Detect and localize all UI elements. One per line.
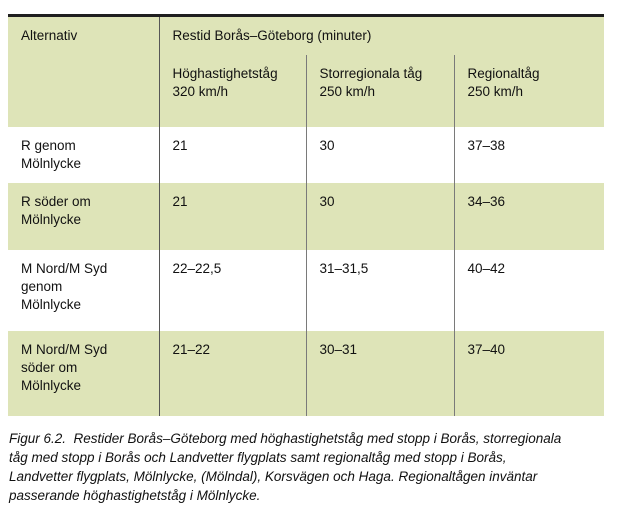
cell-value: 21 [159, 127, 307, 183]
row-label: M Nord/M Syd söder om Mölnlycke [8, 331, 160, 416]
column-header-storregionala-tag: Storregionala tåg 250 km/h [306, 55, 455, 127]
table-row: R genom Mölnlycke 21 30 37–38 [8, 127, 604, 183]
cell-value: 34–36 [454, 183, 604, 250]
row-label: R söder om Mölnlycke [8, 183, 160, 250]
table-row: R söder om Mölnlycke 21 30 34–36 [8, 183, 604, 250]
column-header-alternativ: Alternativ [8, 15, 160, 127]
cell-value: 37–40 [454, 331, 604, 416]
cell-value: 31–31,5 [306, 250, 455, 331]
cell-value: 30 [306, 183, 455, 250]
table-header-row: Alternativ Restid Borås–Göteborg (minute… [8, 15, 604, 127]
table-subheader-row: Höghastighetståg 320 km/h Storregionala … [8, 55, 604, 127]
cell-value: 30–31 [306, 331, 455, 416]
row-label: R genom Mölnlycke [8, 127, 160, 183]
travel-time-table: Alternativ Restid Borås–Göteborg (minute… [8, 14, 604, 416]
cell-value: 21 [159, 183, 307, 250]
row-label: M Nord/M Syd genom Mölnlycke [8, 250, 160, 331]
figure-caption: Figur 6.2. Restider Borås–Göteborg med h… [9, 431, 562, 503]
table-row: M Nord/M Syd söder om Mölnlycke 21–22 30… [8, 331, 604, 416]
cell-value: 22–22,5 [159, 250, 307, 331]
cell-value: 37–38 [454, 127, 604, 183]
column-group-header-restid: Restid Borås–Göteborg (minuter) [159, 15, 604, 55]
cell-value: 21–22 [159, 331, 307, 416]
cell-value: 30 [306, 127, 455, 183]
cell-value: 40–42 [454, 250, 604, 331]
table-row: M Nord/M Syd genom Mölnlycke 22–22,5 31–… [8, 250, 604, 331]
column-header-regionaltag: Regionaltåg 250 km/h [454, 55, 604, 127]
column-header-hoghastighetstag: Höghastighetståg 320 km/h [159, 55, 307, 127]
